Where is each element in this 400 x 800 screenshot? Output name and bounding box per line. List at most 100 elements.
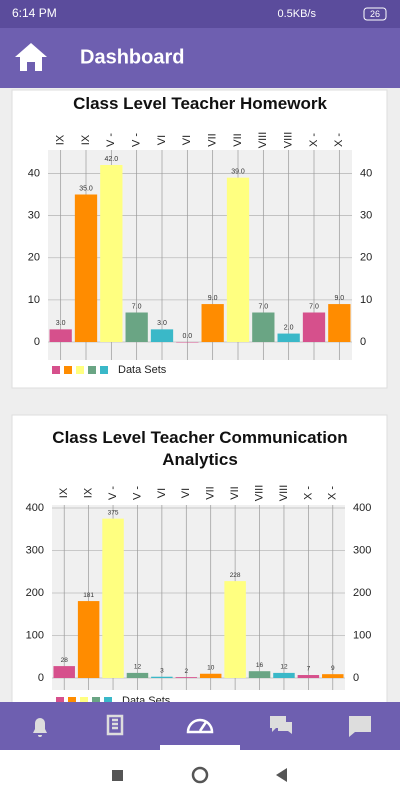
plot-area: [52, 505, 345, 690]
bell-icon[interactable]: [33, 718, 47, 737]
y-tick-label: 400: [26, 502, 44, 514]
bar: [201, 304, 224, 342]
chat-icon[interactable]: [270, 716, 292, 734]
y2-tick-label: 0: [353, 672, 359, 684]
x-tick-label: VII: [205, 486, 217, 499]
x-tick-label: IX: [83, 487, 95, 498]
x-tick-label: V -: [131, 133, 143, 147]
x-tick-label: V -: [105, 133, 117, 147]
legend-label: Data Sets: [118, 364, 167, 376]
home-button[interactable]: [191, 766, 209, 784]
bar: [49, 329, 72, 342]
value-label: 9.0: [334, 295, 344, 302]
y-tick-label: 0: [34, 336, 40, 348]
y2-tick-label: 300: [353, 544, 371, 556]
value-label: 7.0: [132, 303, 142, 310]
bar: [322, 674, 344, 678]
value-label: 39.0: [231, 168, 245, 175]
value-label: 42.0: [105, 156, 119, 163]
x-tick-label: VI: [156, 135, 168, 145]
plot-area: [48, 150, 352, 360]
feedback-icon[interactable]: [349, 716, 371, 737]
x-tick-label: IX: [80, 134, 92, 145]
bar: [102, 518, 124, 678]
y-tick-label: 30: [28, 209, 40, 221]
x-tick-label: X -: [308, 133, 320, 147]
bar: [224, 581, 246, 678]
legend-swatch: [88, 366, 96, 374]
x-tick-label: IX: [58, 487, 70, 498]
legend-swatch: [104, 697, 112, 705]
bar: [328, 304, 351, 342]
bar: [126, 672, 149, 678]
bar: [273, 672, 295, 678]
bar: [77, 601, 100, 678]
y-tick-label: 20: [28, 252, 40, 264]
y-tick-label: 200: [26, 587, 44, 599]
legend-swatch: [52, 366, 60, 374]
net-speed: 0.5KB/s: [277, 8, 316, 20]
bar: [297, 675, 320, 678]
app-title: Dashboard: [80, 46, 184, 68]
bar: [125, 312, 148, 342]
bar: [150, 329, 174, 342]
bar: [226, 177, 250, 342]
value-label: 3.0: [56, 320, 66, 327]
home-icon[interactable]: [15, 43, 47, 71]
bar: [302, 312, 326, 342]
y-tick-label: 10: [28, 294, 40, 306]
y-tick-label: 0: [38, 672, 44, 684]
recents-button[interactable]: [112, 770, 123, 781]
y-tick-label: 40: [28, 167, 40, 179]
x-tick-label: VI: [156, 488, 168, 498]
value-label: 228: [230, 572, 241, 579]
value-label: 9: [331, 665, 335, 672]
book-icon[interactable]: [106, 714, 124, 736]
back-button[interactable]: [276, 768, 287, 782]
value-label: 3: [160, 667, 164, 674]
value-label: 375: [108, 509, 119, 516]
value-label: 12: [134, 664, 142, 671]
y2-tick-label: 0: [360, 336, 366, 348]
chart-title: Class Level Teacher Communication Analyt…: [52, 428, 348, 469]
x-tick-label: V -: [107, 486, 119, 500]
y-tick-label: 100: [26, 629, 44, 641]
legend-swatch: [68, 697, 76, 705]
y2-tick-label: 400: [353, 502, 371, 514]
x-tick-label: X -: [327, 486, 339, 500]
bar: [248, 671, 271, 678]
bar: [151, 676, 173, 678]
value-label: 7: [307, 666, 311, 673]
dashboard-icon[interactable]: [186, 718, 214, 734]
bar: [199, 673, 222, 678]
x-tick-label: VII: [207, 133, 219, 146]
value-label: 2: [184, 668, 188, 675]
value-label: 2.0: [284, 324, 294, 331]
value-label: 10: [207, 664, 215, 671]
value-label: 9.0: [208, 295, 218, 302]
x-tick-label: VII: [232, 133, 244, 146]
legend-swatch: [100, 366, 108, 374]
bar: [53, 666, 75, 678]
y2-tick-label: 10: [360, 294, 372, 306]
x-tick-label: IX: [55, 134, 67, 145]
system-nav: [0, 750, 400, 800]
x-tick-label: X -: [302, 486, 314, 500]
bar: [252, 312, 275, 342]
legend-swatch: [76, 366, 84, 374]
battery-level: 26: [370, 9, 380, 19]
value-label: 3.0: [157, 320, 167, 327]
y2-tick-label: 30: [360, 209, 372, 221]
value-label: 28: [61, 657, 69, 664]
value-label: 12: [280, 664, 288, 671]
x-tick-label: X -: [333, 133, 345, 147]
value-label: 7.0: [258, 303, 268, 310]
x-tick-label: VIII: [257, 132, 269, 149]
nav-indicator: [160, 745, 240, 750]
bar: [277, 333, 300, 342]
y-tick-label: 300: [26, 544, 44, 556]
time: 6:14 PM: [12, 6, 57, 20]
legend-swatch: [80, 697, 88, 705]
x-tick-label: VI: [180, 488, 192, 498]
